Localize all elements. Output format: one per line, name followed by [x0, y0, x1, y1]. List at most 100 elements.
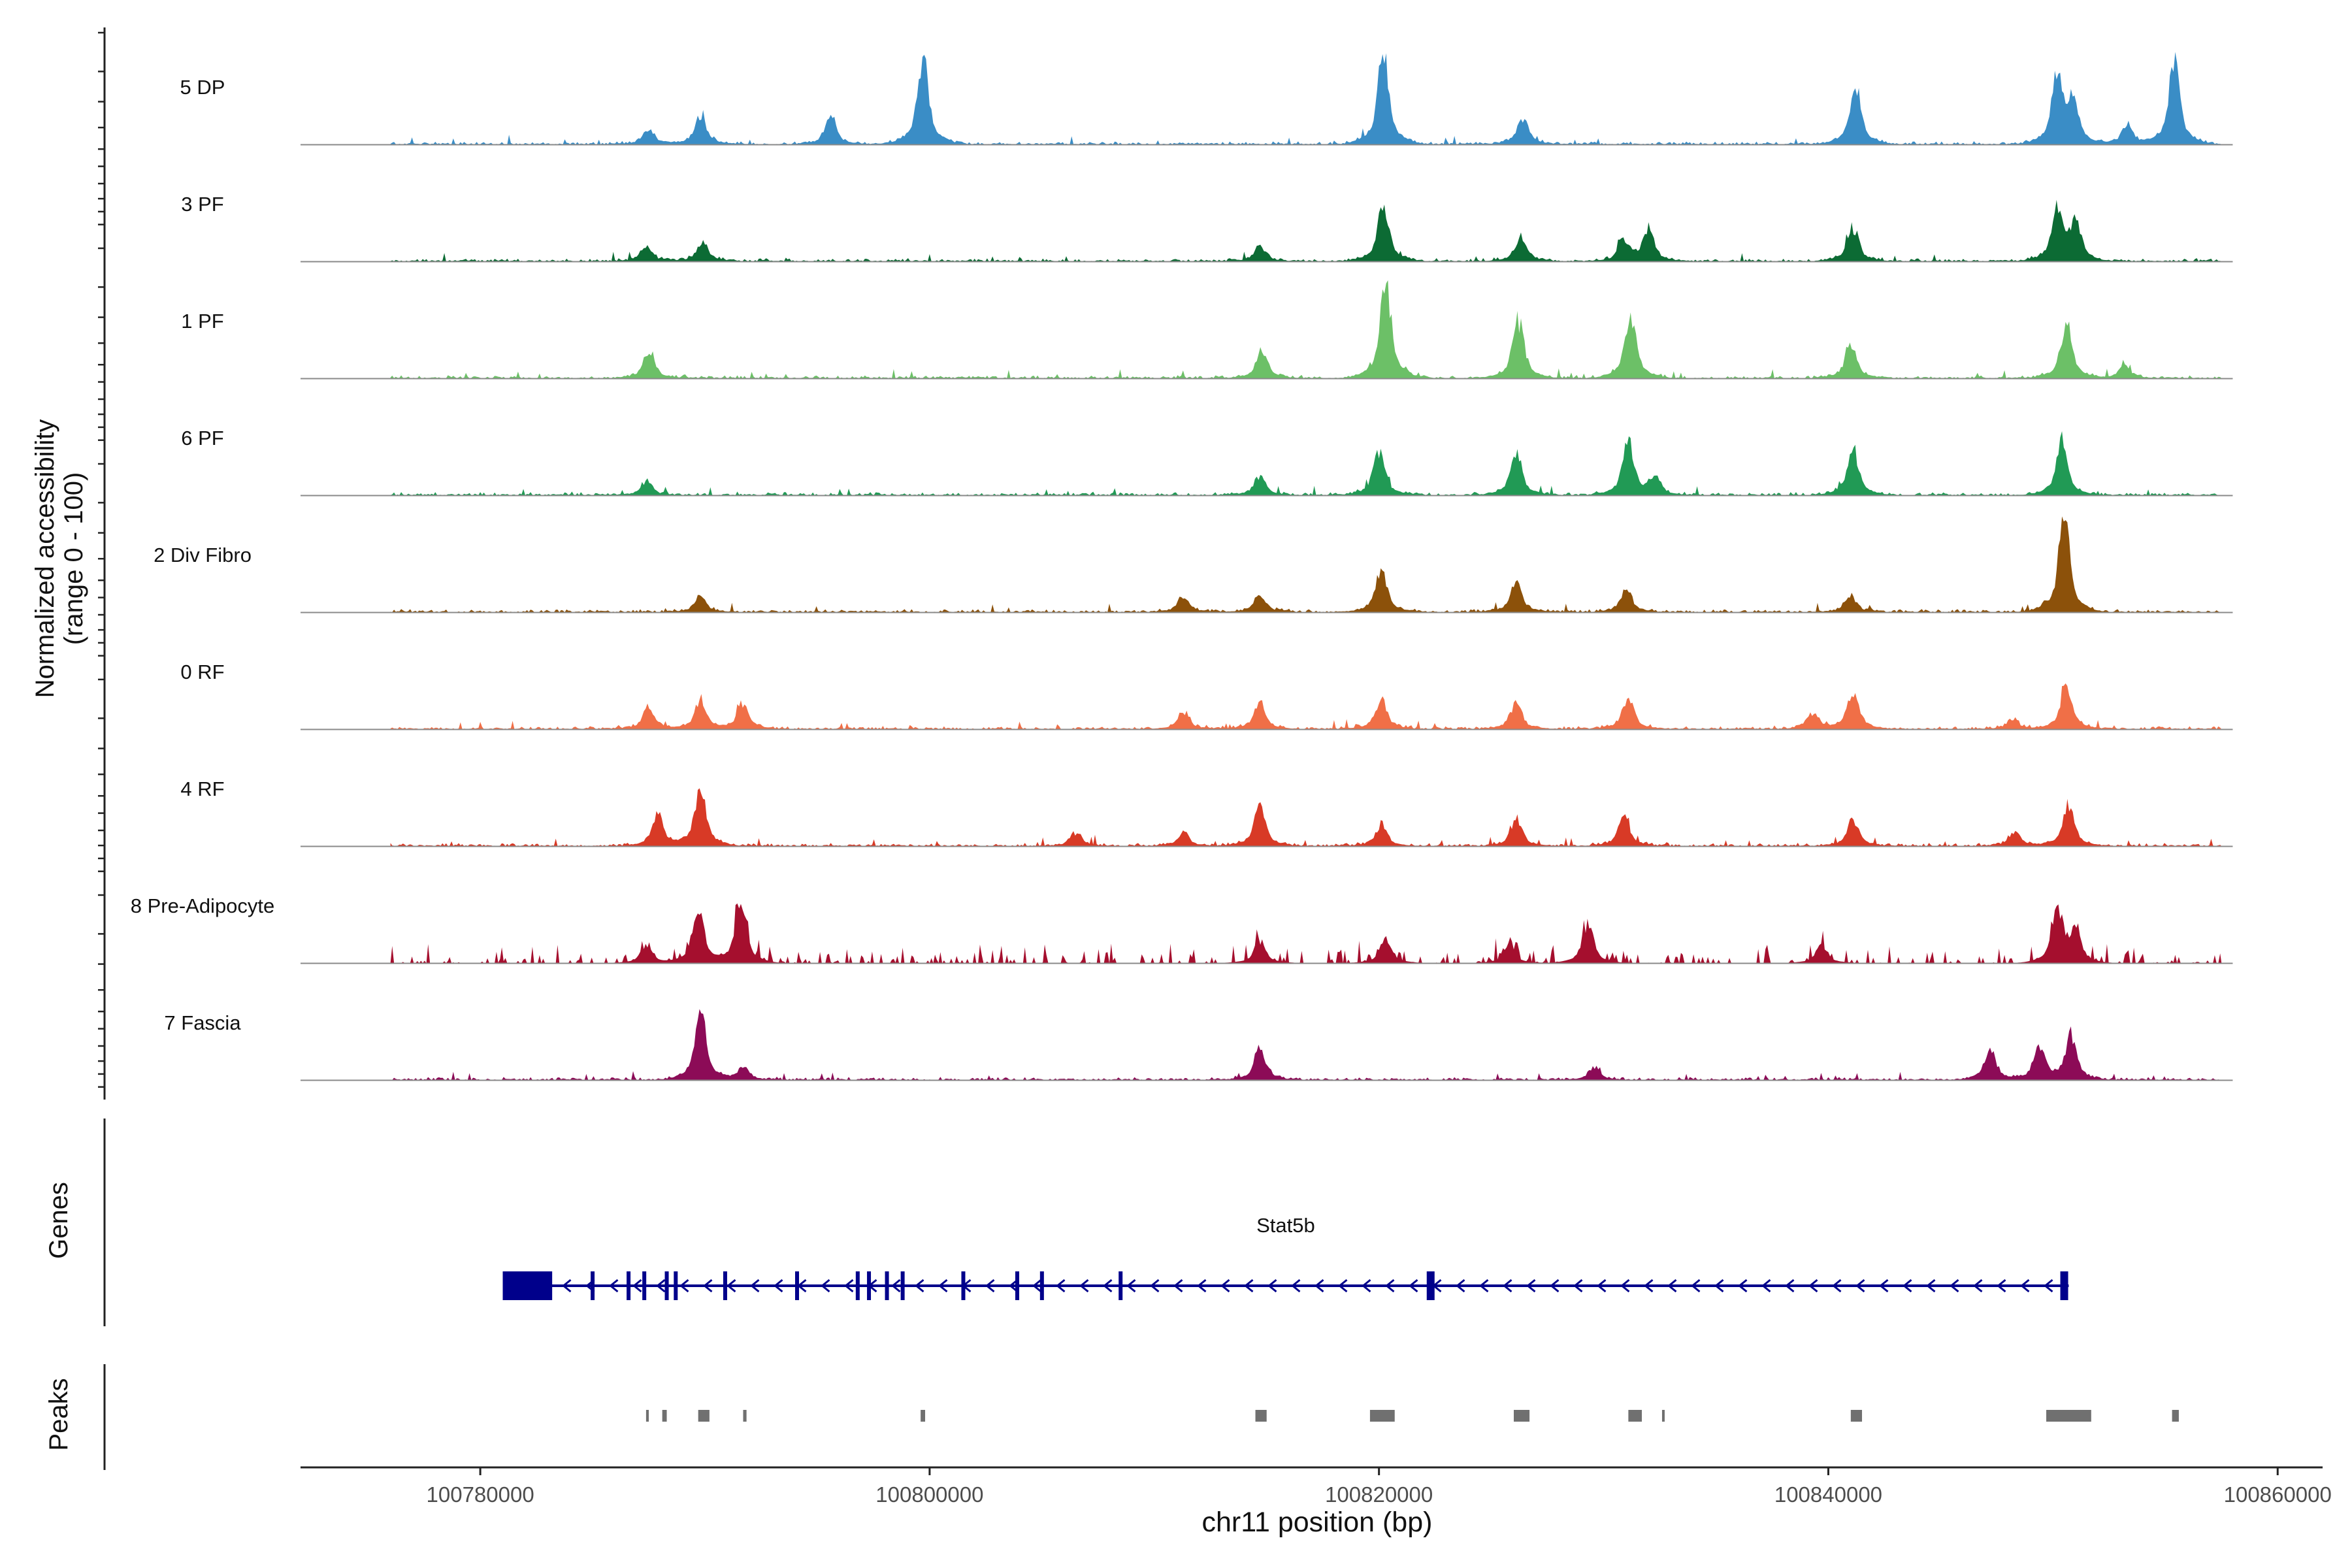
strand-arrow — [844, 1279, 854, 1293]
strand-arrow — [1197, 1279, 1207, 1293]
track-label: 4 RF — [180, 777, 224, 800]
peak-region — [645, 1410, 649, 1422]
track-2-div-fibro: 2 Div Fibro — [154, 516, 2233, 613]
track-5-dp: 5 DP — [180, 52, 2233, 146]
exon — [794, 1271, 799, 1300]
gene-label: Stat5b — [1256, 1214, 1315, 1237]
track-label: 2 Div Fibro — [154, 544, 252, 566]
strand-arrow — [1150, 1279, 1160, 1293]
strand-arrow — [891, 1279, 901, 1293]
strand-arrow — [1644, 1279, 1654, 1293]
axis-layer: 100780000 100800000 100820000 100840000 1008… — [98, 27, 2332, 1507]
exon — [867, 1271, 872, 1300]
strand-arrow — [1903, 1279, 1912, 1293]
strand-arrow — [1244, 1279, 1254, 1293]
peak-region — [1369, 1410, 1395, 1422]
strand-arrow — [727, 1279, 736, 1293]
coverage-area — [390, 903, 2222, 963]
exon — [723, 1271, 727, 1300]
strand-arrow — [1291, 1279, 1301, 1293]
strand-arrow — [656, 1279, 666, 1293]
exon — [627, 1271, 631, 1300]
strand-arrow — [1855, 1279, 1865, 1293]
track-label: 5 DP — [180, 76, 225, 99]
strand-arrow — [562, 1279, 572, 1293]
coverage-area — [390, 516, 2222, 612]
y-axis-title-line2: (range 0 - 100) — [59, 472, 88, 645]
peak-region — [1850, 1410, 1863, 1422]
exon — [885, 1271, 889, 1300]
strand-arrow — [1926, 1279, 1936, 1293]
strand-arrow — [1267, 1279, 1277, 1293]
exon — [642, 1271, 647, 1300]
strand-arrow — [1103, 1279, 1113, 1293]
genes-panel-label: Genes — [44, 1182, 73, 1259]
peak-region — [921, 1410, 926, 1422]
strand-arrow — [1338, 1279, 1348, 1293]
exon — [674, 1271, 678, 1300]
strand-arrow — [1385, 1279, 1395, 1293]
x-tick-label: 100780000 — [427, 1482, 534, 1507]
exon — [591, 1271, 595, 1300]
strand-arrow — [915, 1279, 924, 1293]
strand-arrow — [1550, 1279, 1560, 1293]
exon — [2060, 1271, 2068, 1300]
track-label: 7 Fascia — [164, 1011, 241, 1034]
peak-region — [662, 1410, 667, 1422]
peak-region — [1514, 1410, 1530, 1422]
track-label: 1 PF — [181, 310, 223, 333]
tracks-layer: 5 DP 3 PF 1 PF 6 PF 2 Div Fibro 0 RF 4 RF 8 Pre… — [131, 52, 2233, 1422]
strand-arrow — [1009, 1279, 1019, 1293]
strand-arrow — [1056, 1279, 1066, 1293]
exon — [1119, 1271, 1123, 1300]
x-axis-title: chr11 position (bp) — [1202, 1507, 1433, 1538]
peak-region — [1255, 1410, 1267, 1422]
coverage-area — [390, 788, 2222, 846]
track-1-pf: 1 PF — [181, 280, 2233, 380]
exon — [961, 1271, 966, 1300]
strand-arrow — [985, 1279, 995, 1293]
strand-arrow — [1362, 1279, 1371, 1293]
x-tick-label: 100860000 — [2224, 1482, 2332, 1507]
strand-arrow — [1950, 1279, 1959, 1293]
track-8-pre-adipocyte: 8 Pre-Adipocyte — [131, 894, 2233, 964]
strand-arrow — [609, 1279, 619, 1293]
x-tick-label: 100840000 — [1774, 1482, 1882, 1507]
strand-arrow — [1997, 1279, 2006, 1293]
track-0-rf: 0 RF — [180, 661, 2233, 730]
track-label: 0 RF — [180, 661, 224, 683]
strand-arrow — [1620, 1279, 1630, 1293]
track-7-fascia: 7 Fascia — [164, 1009, 2233, 1081]
strand-arrow — [1808, 1279, 1818, 1293]
coverage-area — [390, 431, 2222, 495]
strand-arrow — [1714, 1279, 1724, 1293]
strand-arrow — [1503, 1279, 1512, 1293]
strand-arrow — [679, 1279, 689, 1293]
strand-arrow — [1079, 1279, 1089, 1293]
coverage-area — [390, 52, 2222, 144]
gene-stat5b: Stat5b — [502, 1214, 2069, 1300]
strand-arrow — [1785, 1279, 1795, 1293]
strand-arrow — [632, 1279, 642, 1293]
exon — [1015, 1271, 1020, 1300]
strand-arrow — [703, 1279, 713, 1293]
strand-arrow — [1879, 1279, 1889, 1293]
strand-arrow — [2020, 1279, 2030, 1293]
strand-arrow — [1738, 1279, 1748, 1293]
peak-region — [743, 1410, 747, 1422]
y-axis-title-line1: Normalized accessibility — [31, 419, 59, 698]
exon — [1039, 1271, 1044, 1300]
track-6-pf: 6 PF — [181, 427, 2233, 497]
strand-arrow — [1973, 1279, 1983, 1293]
strand-arrow — [1526, 1279, 1536, 1293]
strand-arrow — [1409, 1279, 1418, 1293]
strand-arrow — [2044, 1279, 2053, 1293]
peak-region — [2046, 1410, 2091, 1422]
strand-arrow — [1667, 1279, 1677, 1293]
strand-arrow — [1126, 1279, 1136, 1293]
exon — [855, 1271, 860, 1300]
exon — [1426, 1271, 1435, 1300]
coverage-area — [390, 280, 2222, 378]
strand-arrow — [1315, 1279, 1324, 1293]
strand-arrow — [1573, 1279, 1583, 1293]
